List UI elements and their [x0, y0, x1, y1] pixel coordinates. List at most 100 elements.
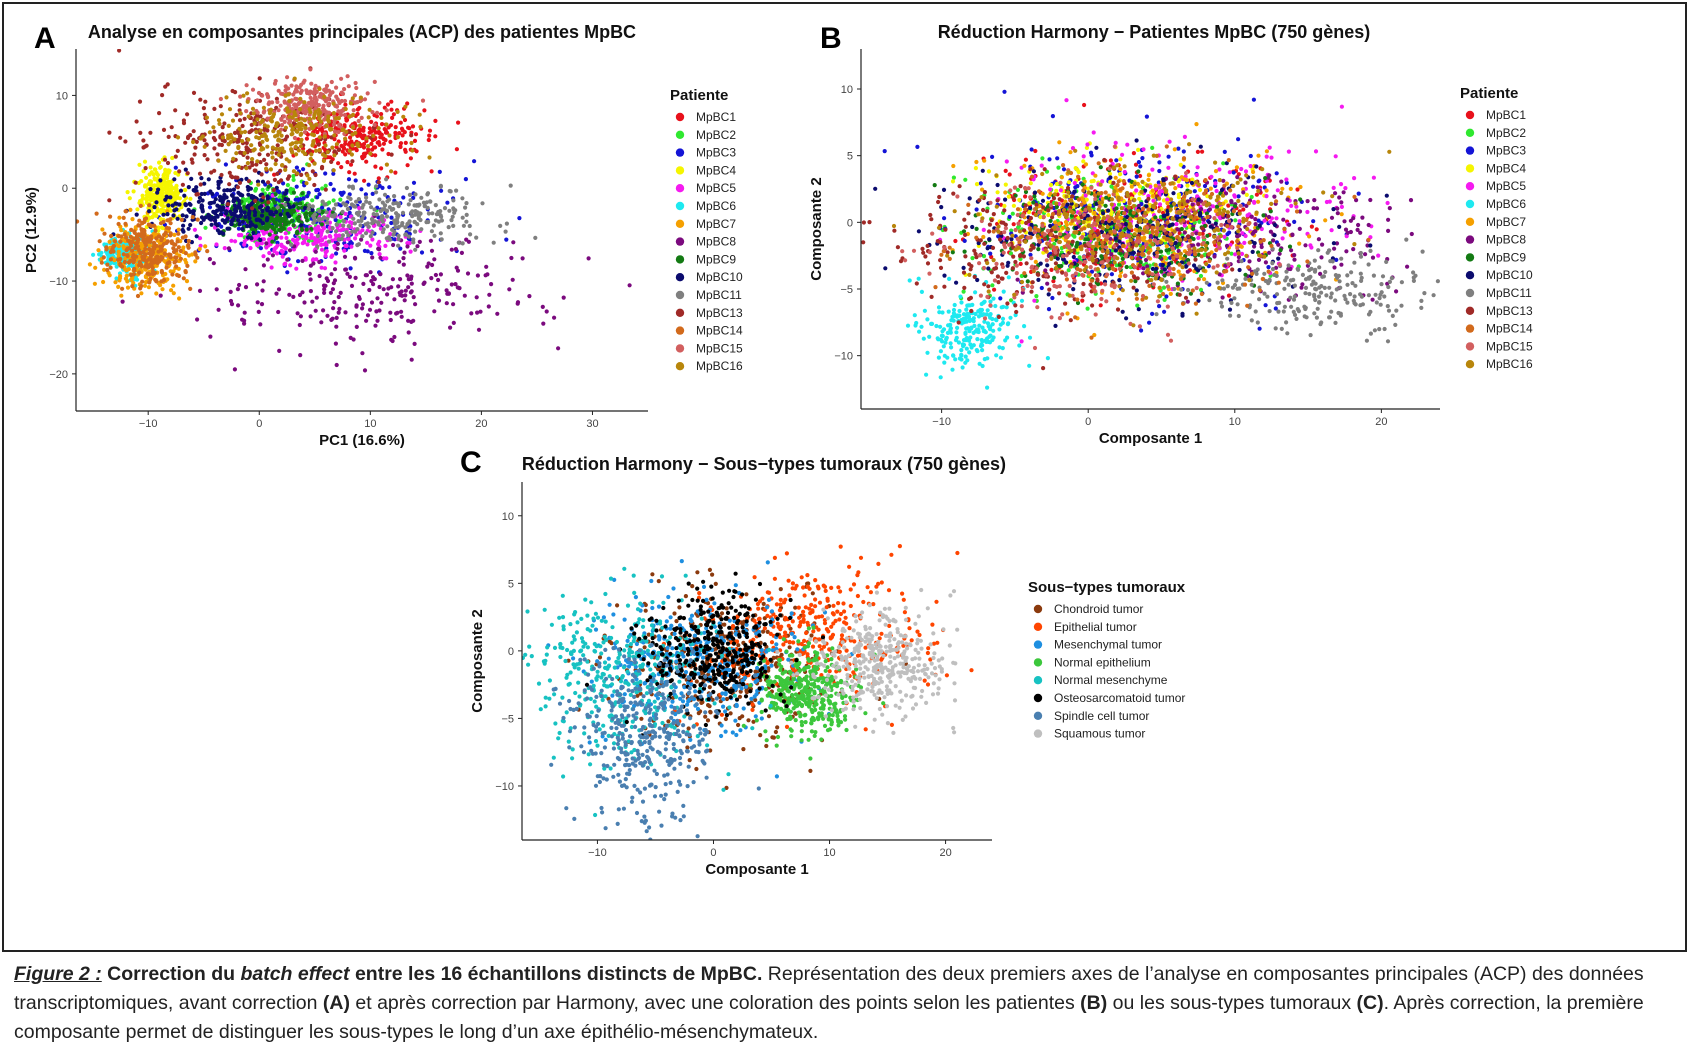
- data-point: [360, 306, 365, 311]
- data-point: [219, 142, 224, 148]
- data-point: [216, 158, 221, 163]
- data-point: [141, 236, 146, 241]
- data-point: [166, 203, 171, 208]
- data-point: [376, 180, 381, 185]
- data-point: [298, 126, 303, 132]
- data-point: [1221, 161, 1226, 166]
- data-point: [167, 168, 172, 173]
- data-point: [371, 133, 376, 138]
- data-point: [224, 95, 229, 100]
- data-point: [289, 242, 294, 247]
- data-point: [159, 207, 164, 212]
- data-point: [341, 146, 347, 151]
- data-point: [135, 293, 141, 299]
- data-point: [467, 223, 472, 229]
- data-point: [261, 279, 266, 284]
- data-point: [250, 106, 256, 111]
- data-point: [147, 209, 152, 214]
- data-point: [304, 136, 309, 141]
- data-point: [254, 129, 259, 135]
- data-point: [410, 209, 415, 214]
- data-point: [398, 120, 403, 125]
- data-point: [1028, 252, 1033, 257]
- data-point: [165, 160, 171, 166]
- data-point: [128, 207, 133, 212]
- data-point: [336, 161, 341, 166]
- data-point: [426, 137, 431, 143]
- data-point: [186, 238, 191, 244]
- data-point: [303, 125, 308, 130]
- data-point: [1028, 181, 1033, 186]
- data-point: [439, 188, 444, 193]
- data-point: [174, 264, 179, 269]
- data-point: [166, 134, 171, 139]
- data-point: [374, 184, 379, 189]
- data-point: [243, 214, 248, 219]
- data-point: [108, 214, 113, 219]
- data-point: [403, 104, 408, 109]
- data-point: [161, 278, 167, 283]
- data-point: [323, 202, 328, 207]
- data-point: [382, 192, 388, 197]
- data-point: [329, 159, 334, 164]
- data-point: [213, 221, 218, 226]
- data-point: [311, 220, 316, 225]
- data-point: [1242, 240, 1247, 245]
- data-point: [451, 302, 456, 307]
- data-point: [169, 288, 174, 293]
- data-point: [484, 264, 489, 269]
- data-point: [116, 221, 121, 227]
- data-point: [407, 227, 412, 232]
- data-point: [1073, 185, 1078, 190]
- data-point: [419, 250, 425, 255]
- data-point: [300, 227, 305, 232]
- data-point: [261, 237, 266, 242]
- data-point: [222, 121, 227, 126]
- data-point: [231, 156, 236, 161]
- data-point: [1176, 179, 1181, 184]
- data-point: [413, 247, 418, 252]
- data-point: [158, 293, 163, 298]
- data-point: [373, 323, 378, 328]
- data-point: [271, 234, 276, 239]
- data-point: [409, 281, 414, 286]
- data-point: [951, 175, 957, 180]
- data-point: [252, 121, 257, 126]
- data-point: [403, 225, 408, 230]
- data-point: [156, 187, 161, 192]
- data-point: [173, 170, 178, 176]
- data-point: [93, 265, 98, 270]
- data-point: [274, 146, 279, 151]
- panel-letter-c: C: [460, 446, 482, 479]
- data-point: [181, 160, 186, 165]
- data-point: [368, 243, 373, 248]
- data-point: [348, 196, 353, 202]
- data-point: [334, 142, 339, 147]
- data-point: [294, 231, 300, 236]
- data-point: [258, 322, 263, 327]
- data-point: [165, 218, 170, 223]
- data-point: [352, 171, 357, 176]
- data-point: [271, 187, 276, 193]
- data-point: [117, 215, 122, 220]
- data-point: [309, 102, 314, 107]
- data-point: [304, 104, 309, 109]
- data-point: [199, 220, 204, 226]
- data-point: [1157, 168, 1162, 174]
- data-point: [101, 279, 106, 285]
- data-point: [436, 277, 441, 283]
- data-point: [238, 111, 243, 116]
- data-point: [299, 172, 304, 177]
- data-point: [214, 242, 219, 247]
- data-point: [345, 74, 350, 79]
- data-point: [308, 156, 313, 161]
- data-point: [321, 158, 326, 163]
- data-point: [364, 159, 369, 164]
- data-point: [422, 204, 427, 209]
- data-point: [228, 188, 233, 193]
- data-point: [197, 195, 202, 200]
- data-point: [360, 234, 365, 239]
- data-point: [148, 276, 153, 281]
- data-point: [248, 245, 253, 251]
- data-point: [368, 270, 373, 275]
